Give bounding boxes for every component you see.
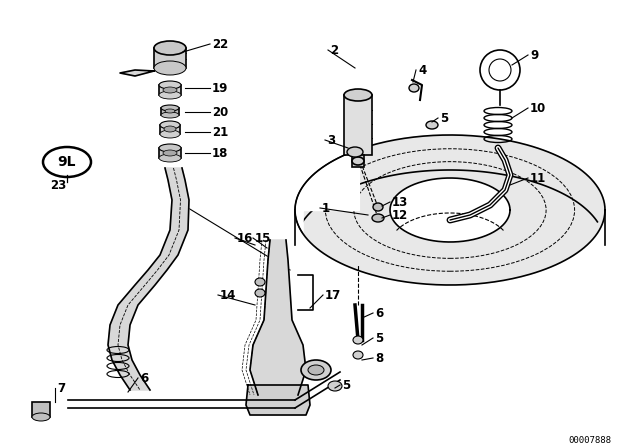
Ellipse shape: [409, 84, 419, 92]
Ellipse shape: [161, 112, 179, 118]
Ellipse shape: [159, 91, 181, 99]
Text: 22: 22: [212, 38, 228, 51]
Text: 6: 6: [140, 371, 148, 384]
Text: 00007888: 00007888: [568, 435, 611, 444]
Ellipse shape: [165, 109, 175, 113]
FancyBboxPatch shape: [159, 85, 181, 95]
Ellipse shape: [344, 89, 372, 101]
Text: 15: 15: [255, 232, 271, 245]
Ellipse shape: [352, 157, 364, 165]
Text: 18: 18: [212, 146, 228, 159]
Ellipse shape: [163, 150, 177, 156]
Polygon shape: [390, 178, 510, 242]
FancyBboxPatch shape: [154, 48, 186, 68]
Ellipse shape: [426, 121, 438, 129]
FancyBboxPatch shape: [32, 402, 50, 417]
Text: 5: 5: [342, 379, 350, 392]
Text: 14: 14: [220, 289, 236, 302]
Text: 9L: 9L: [58, 155, 76, 169]
Text: 6: 6: [375, 306, 383, 319]
Text: 2: 2: [330, 43, 338, 56]
Ellipse shape: [159, 81, 181, 89]
Polygon shape: [108, 168, 189, 390]
Polygon shape: [250, 240, 306, 395]
Polygon shape: [295, 135, 605, 285]
Ellipse shape: [347, 147, 363, 157]
Text: 3: 3: [327, 134, 335, 146]
Ellipse shape: [372, 214, 384, 222]
Ellipse shape: [32, 413, 50, 421]
Ellipse shape: [161, 105, 179, 111]
Text: 10: 10: [530, 102, 547, 115]
Ellipse shape: [160, 130, 180, 138]
Text: 20: 20: [212, 105, 228, 119]
Text: 5: 5: [440, 112, 448, 125]
FancyBboxPatch shape: [161, 108, 179, 115]
Text: 1: 1: [322, 202, 330, 215]
Ellipse shape: [160, 121, 180, 129]
Text: 9: 9: [530, 48, 538, 61]
Polygon shape: [120, 70, 154, 76]
Text: 13: 13: [392, 195, 408, 208]
FancyBboxPatch shape: [160, 125, 180, 134]
Text: 19: 19: [212, 82, 228, 95]
FancyBboxPatch shape: [159, 148, 181, 158]
Ellipse shape: [328, 381, 342, 391]
Ellipse shape: [154, 61, 186, 75]
Text: 5: 5: [375, 332, 383, 345]
Text: 16: 16: [237, 232, 253, 245]
Text: 23: 23: [50, 178, 67, 191]
Ellipse shape: [164, 126, 176, 132]
Ellipse shape: [301, 360, 331, 380]
Polygon shape: [246, 385, 310, 415]
FancyBboxPatch shape: [344, 95, 372, 155]
Text: 11: 11: [530, 172, 547, 185]
Text: 8: 8: [375, 352, 383, 365]
Text: 7: 7: [57, 382, 65, 395]
Ellipse shape: [159, 154, 181, 162]
Ellipse shape: [353, 336, 363, 344]
Text: 17: 17: [325, 289, 341, 302]
Ellipse shape: [373, 203, 383, 211]
Ellipse shape: [308, 365, 324, 375]
Ellipse shape: [159, 144, 181, 152]
Ellipse shape: [255, 278, 265, 286]
Text: 4: 4: [418, 64, 426, 77]
Ellipse shape: [163, 87, 177, 93]
Ellipse shape: [154, 41, 186, 55]
Ellipse shape: [255, 289, 265, 297]
Ellipse shape: [353, 351, 363, 359]
Text: 12: 12: [392, 208, 408, 221]
FancyBboxPatch shape: [352, 155, 364, 167]
Text: 21: 21: [212, 125, 228, 138]
